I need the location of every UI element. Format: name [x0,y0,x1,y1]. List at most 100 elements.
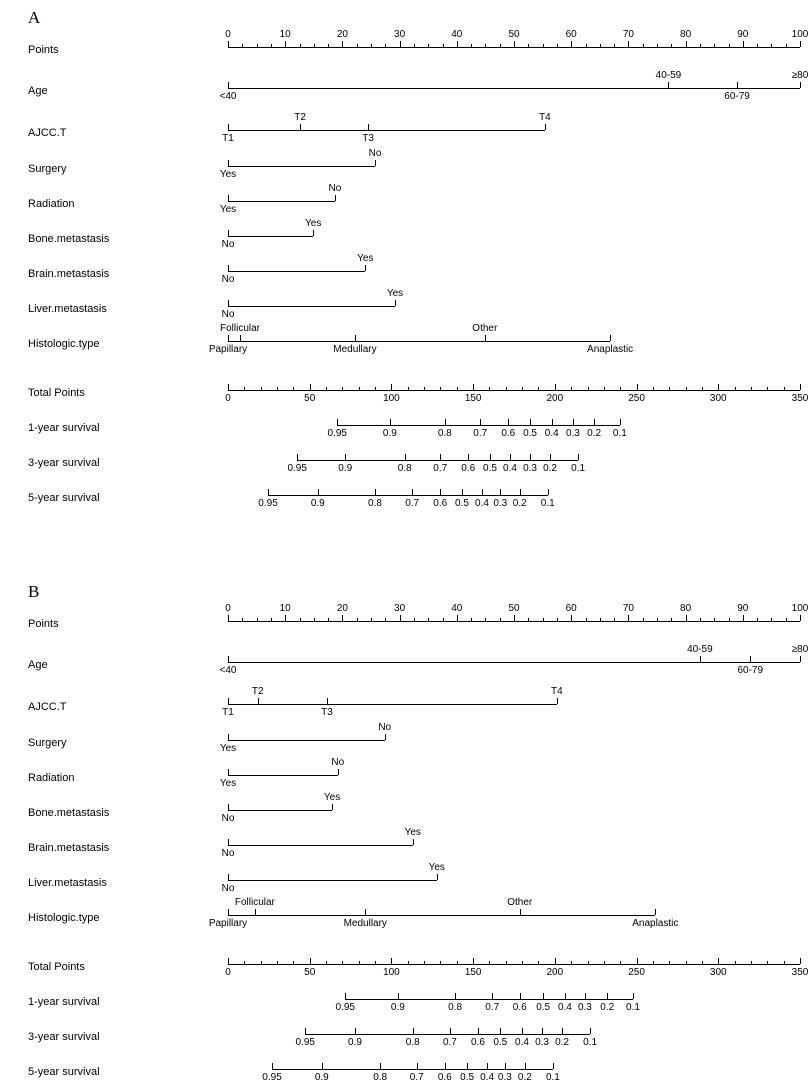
tick [489,454,491,460]
tick-label: 50 [304,967,316,978]
tick [544,124,546,130]
tick-label: 300 [709,967,727,978]
minor-tick [671,44,673,47]
tick-label: 0.1 [583,1037,598,1048]
tick-label: 0.4 [480,1072,495,1080]
tick [554,958,556,964]
tick [228,769,229,775]
tick-label: 0.9 [348,1037,362,1048]
tick [228,335,229,341]
tick-label: 0.1 [540,498,555,509]
tick [500,1028,502,1034]
axis-line [228,621,800,622]
tick [467,1063,469,1069]
row-label: Radiation [28,772,75,784]
minor-tick [413,618,415,621]
minor-tick [685,961,687,964]
tick [514,41,515,47]
tick [412,839,414,845]
tick-label: Medullary [333,344,377,355]
tick [551,419,553,425]
tick [530,419,532,425]
tick [455,993,457,999]
tick [395,300,397,306]
minor-tick [499,44,501,47]
tick [228,734,229,740]
minor-tick [244,387,246,390]
tick [742,615,744,621]
tick [800,41,801,47]
minor-tick [505,961,507,964]
tick [342,615,344,621]
tick-label: 200 [546,393,564,404]
tick [389,419,391,425]
minor-tick [358,387,360,390]
minor-tick [356,44,358,47]
tick-label: 10 [279,29,291,40]
axis-line [228,130,545,131]
minor-tick [771,618,773,621]
tick-label: 50 [508,603,520,614]
tick [368,124,370,130]
minor-tick [603,961,605,964]
tick [800,958,801,964]
tick [578,454,580,460]
axis-line [337,425,620,426]
minor-tick [522,387,524,390]
axis-line [228,662,800,663]
minor-tick [542,618,544,621]
tick [800,82,801,88]
tick [594,419,596,425]
minor-tick [750,387,752,390]
minor-tick [556,44,558,47]
tick-label: 10 [279,603,291,614]
minor-tick [385,44,387,47]
minor-tick [734,961,736,964]
tick-label: No [328,183,342,194]
minor-tick [270,44,272,47]
tick-label: 0.9 [338,463,353,474]
tick [228,698,229,704]
tick-label: 40 [451,29,463,40]
tick-label: No [221,813,235,824]
tick [492,993,494,999]
tick [628,41,630,47]
tick [228,230,229,236]
tick-label: 70 [622,603,634,614]
minor-tick [442,618,444,621]
tick [509,454,511,460]
tick-label: 0.7 [409,1072,424,1080]
row-label: Total Points [28,961,85,973]
row-label: Brain.metastasis [28,268,110,280]
axis-line [228,915,656,916]
minor-tick [471,618,473,621]
tick [365,909,367,915]
tick [554,384,556,390]
minor-tick [505,387,507,390]
tick [522,1028,523,1034]
tick-label: Yes [219,204,237,215]
minor-tick [244,961,246,964]
tick [456,41,458,47]
tick-label: 0.5 [483,463,497,474]
tick [571,615,573,621]
tick [552,1063,554,1069]
row-label: 3-year survival [28,1031,100,1043]
minor-tick [371,44,372,47]
tick [345,454,347,460]
tick-label: Yes [219,169,237,180]
row-label: Bone.metastasis [28,233,110,245]
tick [228,195,229,201]
tick [228,384,229,390]
tick-label: Yes [305,218,322,229]
tick [685,615,687,621]
minor-tick [342,961,344,964]
tick [590,1028,592,1034]
tick-label: 0.9 [310,498,325,509]
row-label: 1-year survival [28,996,100,1008]
tick-label: 90 [737,29,749,40]
tick [309,958,311,964]
tick [334,195,336,201]
tick-label: Yes [219,778,237,789]
tick [699,656,701,662]
